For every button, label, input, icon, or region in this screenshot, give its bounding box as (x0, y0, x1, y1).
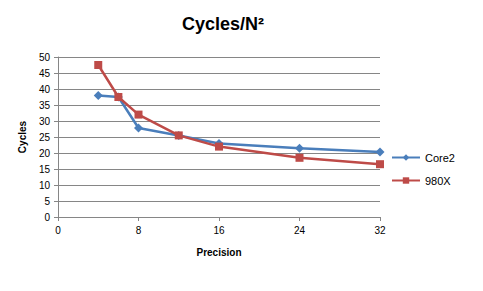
svg-text:45: 45 (39, 68, 51, 79)
svg-text:20: 20 (39, 148, 51, 159)
svg-text:5: 5 (44, 196, 50, 207)
svg-text:15: 15 (39, 164, 51, 175)
svg-text:Precision: Precision (196, 247, 241, 258)
svg-text:30: 30 (39, 116, 51, 127)
svg-text:10: 10 (39, 180, 51, 191)
svg-text:40: 40 (39, 84, 51, 95)
svg-text:Core2: Core2 (425, 152, 455, 164)
svg-text:32: 32 (374, 225, 386, 236)
svg-text:Cycles/N²: Cycles/N² (182, 14, 264, 34)
svg-text:0: 0 (44, 212, 50, 223)
svg-text:8: 8 (136, 225, 142, 236)
svg-text:0: 0 (55, 225, 61, 236)
svg-text:16: 16 (213, 225, 225, 236)
svg-text:50: 50 (39, 52, 51, 63)
svg-text:24: 24 (294, 225, 306, 236)
svg-text:Cycles: Cycles (17, 120, 28, 153)
svg-text:25: 25 (39, 132, 51, 143)
svg-text:980X: 980X (425, 175, 451, 187)
svg-text:35: 35 (39, 100, 51, 111)
